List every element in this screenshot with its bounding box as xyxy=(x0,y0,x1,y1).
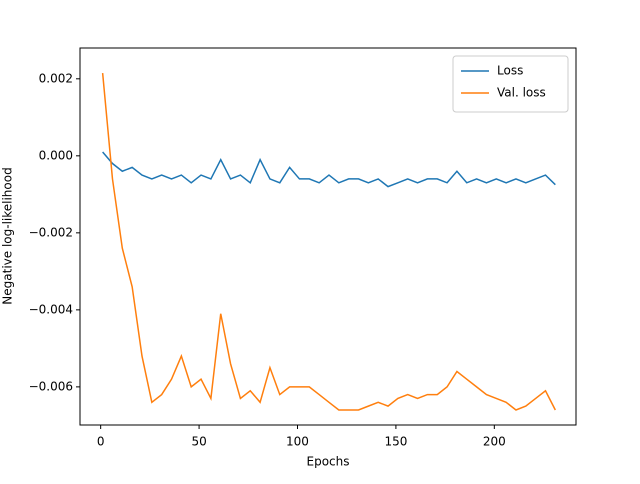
x-tick-label: 100 xyxy=(286,435,309,449)
y-tick-label: 0.002 xyxy=(39,71,73,85)
series-line xyxy=(101,72,557,411)
y-tick-label: −0.002 xyxy=(29,225,73,239)
x-tick-label: 0 xyxy=(97,435,105,449)
legend-label: Loss xyxy=(497,64,523,78)
legend-box xyxy=(452,55,569,113)
x-tick-label: 50 xyxy=(191,435,206,449)
y-tick-label: 0.000 xyxy=(39,148,73,162)
y-tick-label: −0.006 xyxy=(29,379,73,393)
x-axis-label: Epochs xyxy=(307,455,350,469)
x-tick-label: 150 xyxy=(384,435,407,449)
x-tick-label: 200 xyxy=(483,435,506,449)
axes-frame xyxy=(79,47,577,426)
y-tick-label: −0.004 xyxy=(29,302,73,316)
y-axis-label: Negative log-likelihood xyxy=(1,167,15,304)
legend-label: Val. loss xyxy=(497,86,546,100)
series-line xyxy=(102,151,556,188)
